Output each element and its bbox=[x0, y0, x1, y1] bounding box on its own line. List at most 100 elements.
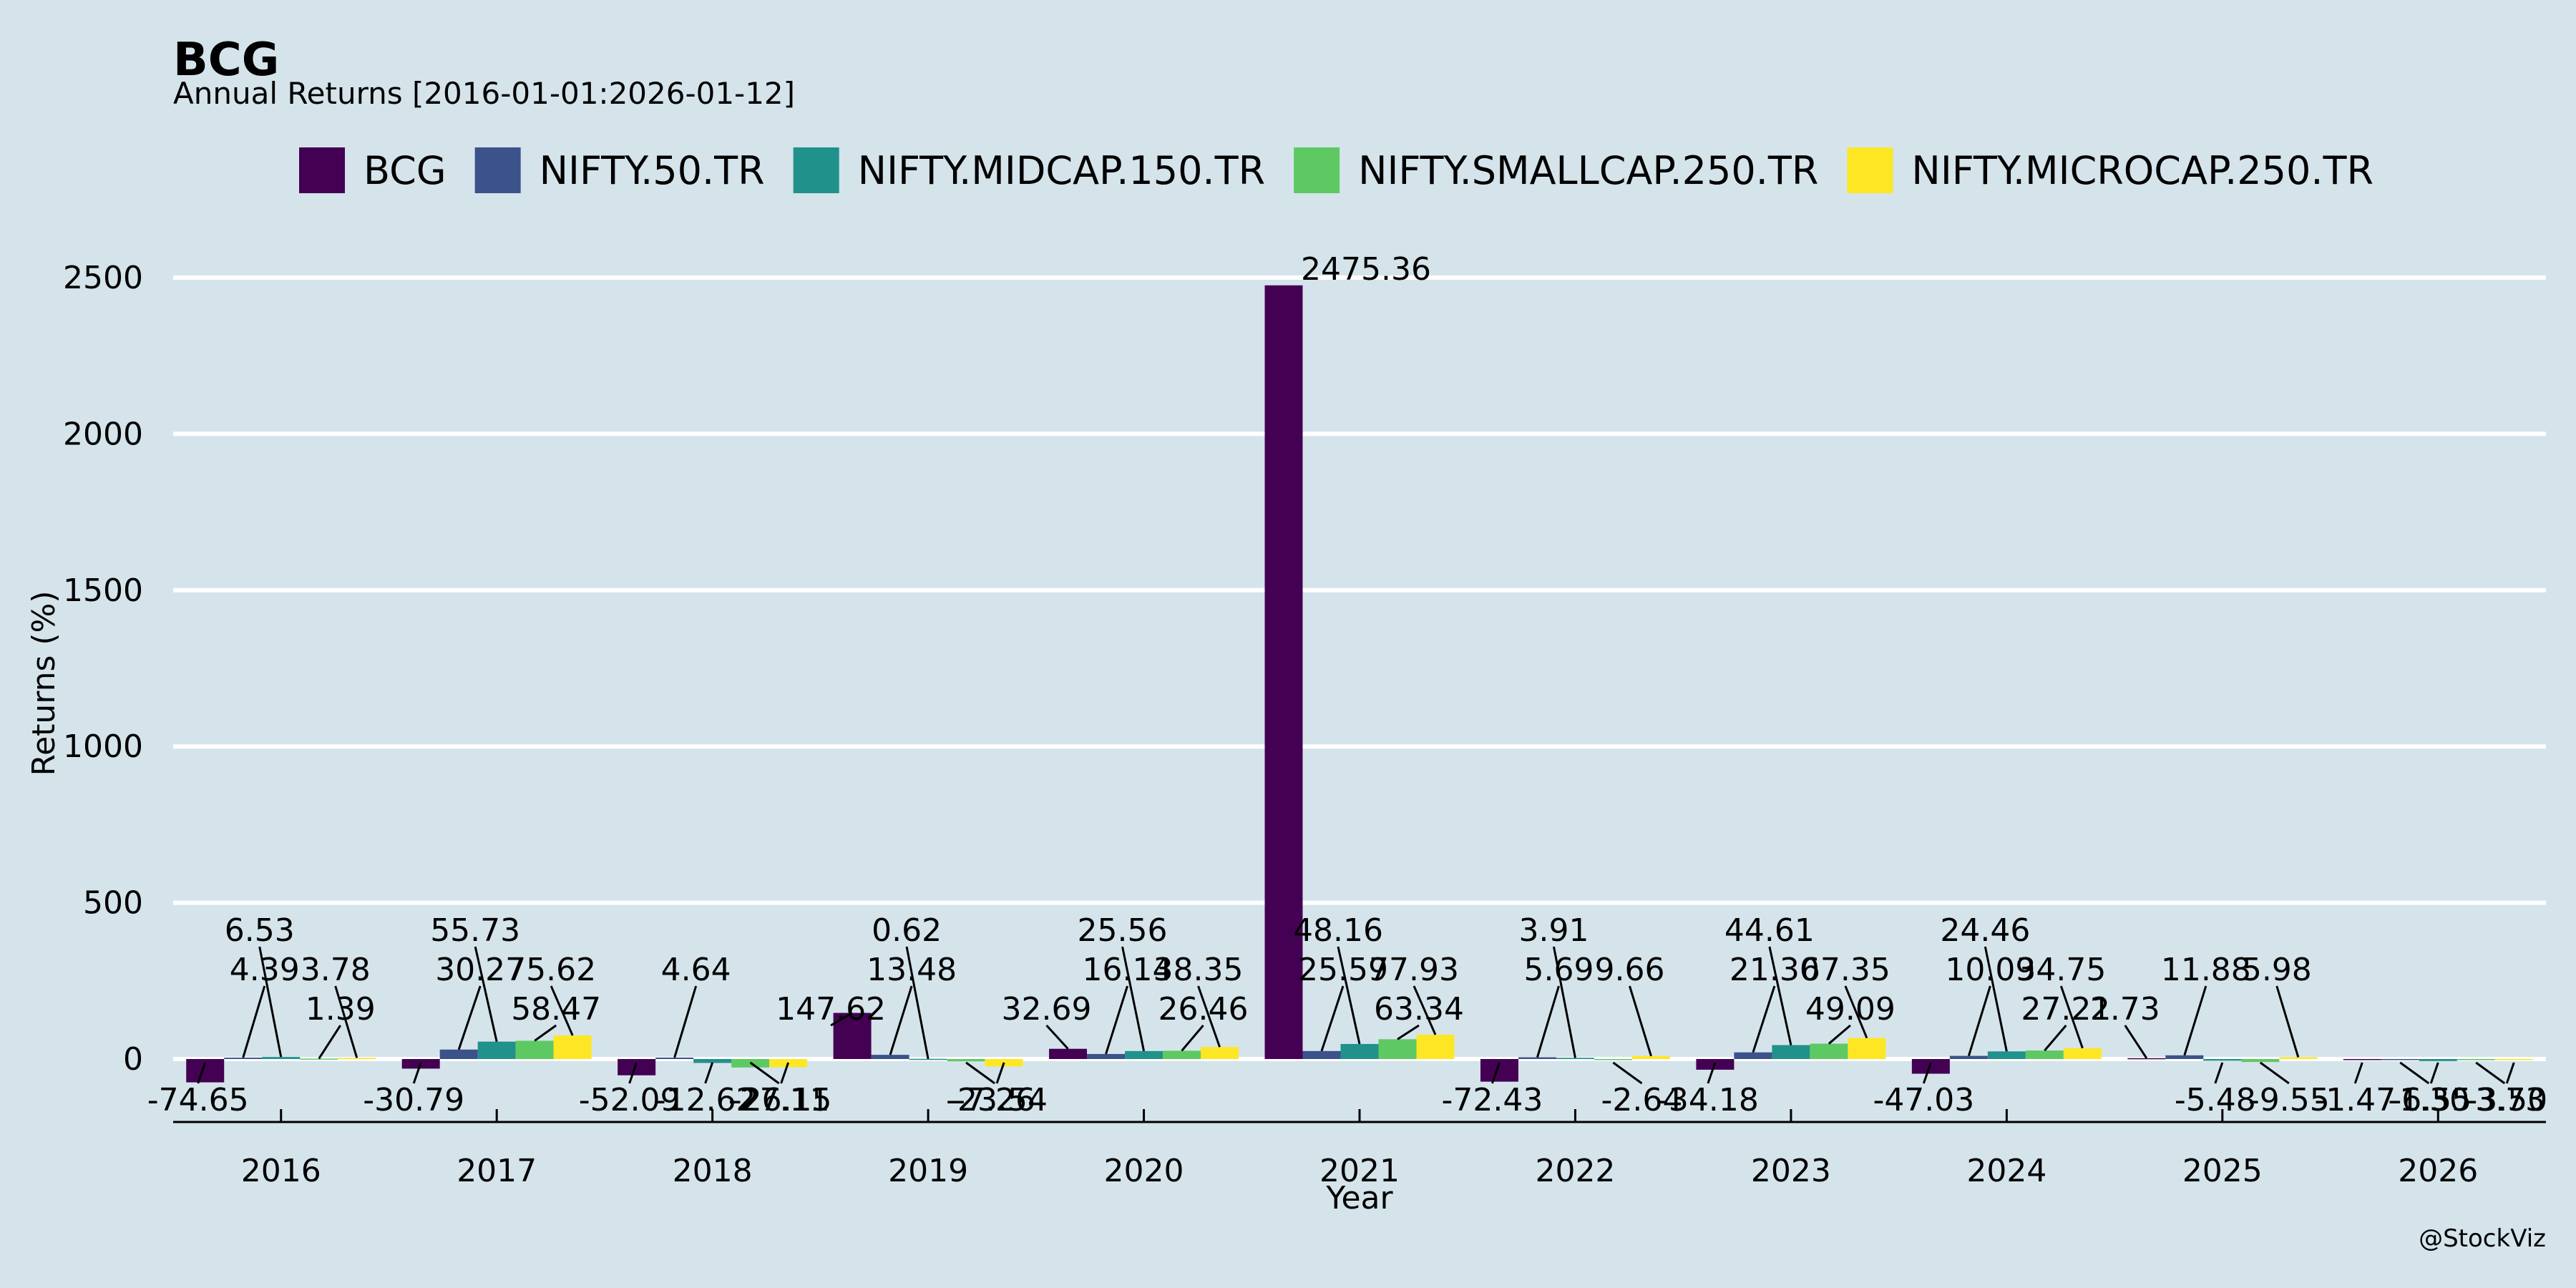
chart-subtitle: Annual Returns [2016-01-01:2026-01-12] bbox=[173, 76, 795, 111]
bars bbox=[186, 285, 2533, 1083]
data-label: 30.27 bbox=[435, 952, 525, 988]
data-label: 26.46 bbox=[1158, 991, 1249, 1028]
data-label: -1.47 bbox=[2314, 1082, 2396, 1118]
data-label: 10.09 bbox=[1945, 952, 2035, 988]
bar bbox=[618, 1059, 656, 1075]
leader-line bbox=[995, 1062, 1005, 1084]
bar bbox=[1302, 1050, 1341, 1059]
y-tick-label: 0 bbox=[123, 1041, 143, 1078]
x-tick-label: 2025 bbox=[2182, 1153, 2263, 1189]
leader-line bbox=[2399, 1061, 2430, 1085]
data-label: 147.62 bbox=[776, 991, 886, 1028]
y-tick-label: 500 bbox=[83, 885, 143, 922]
leader-line bbox=[1181, 1025, 1204, 1052]
bar bbox=[655, 1057, 694, 1059]
bar bbox=[2279, 1057, 2318, 1059]
data-label: -72.43 bbox=[1442, 1082, 1543, 1118]
bar bbox=[300, 1058, 338, 1060]
bar bbox=[1264, 285, 1303, 1060]
data-label: 44.61 bbox=[1724, 912, 1815, 949]
bar bbox=[1911, 1059, 1950, 1074]
legend-label: NIFTY.50.TR bbox=[540, 148, 765, 193]
bar bbox=[2203, 1059, 2242, 1061]
leader-line bbox=[749, 1061, 780, 1085]
data-label: 13.48 bbox=[867, 952, 957, 988]
leader-line bbox=[2183, 985, 2207, 1056]
data-label: 5.69 bbox=[1523, 952, 1594, 988]
bar bbox=[693, 1059, 732, 1063]
data-label: 21.30 bbox=[1729, 952, 1820, 988]
data-label: -3.50 bbox=[2466, 1082, 2547, 1118]
data-label: 75.62 bbox=[506, 952, 596, 988]
bar bbox=[1049, 1048, 1088, 1059]
leader-line bbox=[412, 1062, 422, 1084]
leader-line bbox=[1413, 985, 1437, 1035]
leader-line bbox=[1105, 985, 1128, 1055]
bar bbox=[1125, 1050, 1163, 1059]
credit-text: @StockViz bbox=[2419, 1224, 2546, 1253]
bar bbox=[1340, 1043, 1379, 1059]
y-axis-label: Returns (%) bbox=[26, 590, 62, 776]
bar bbox=[1378, 1039, 1417, 1059]
bar bbox=[2419, 1059, 2457, 1061]
bar bbox=[871, 1055, 909, 1059]
bar bbox=[1987, 1051, 2026, 1059]
x-tick-label: 2020 bbox=[1104, 1153, 1184, 1189]
leader-line bbox=[1397, 1024, 1420, 1040]
bar bbox=[553, 1035, 592, 1059]
leader-line bbox=[1707, 1062, 1717, 1084]
leader-line bbox=[889, 985, 913, 1055]
data-label: -30.79 bbox=[363, 1082, 464, 1118]
leader-line bbox=[474, 946, 498, 1042]
legend-swatch bbox=[1847, 147, 1893, 193]
bar bbox=[224, 1058, 263, 1059]
leader-line bbox=[550, 985, 574, 1036]
bar bbox=[2381, 1059, 2419, 1060]
legend-label: NIFTY.MIDCAP.150.TR bbox=[858, 148, 1265, 193]
data-label: 16.14 bbox=[1083, 952, 1173, 988]
bar bbox=[338, 1058, 376, 1059]
bar bbox=[1594, 1059, 1632, 1060]
y-tick-label: 1500 bbox=[63, 572, 143, 609]
data-label: 34.75 bbox=[2016, 952, 2106, 988]
leader-line bbox=[1491, 1062, 1501, 1084]
leader-line bbox=[2259, 1061, 2290, 1085]
leader-line bbox=[334, 985, 358, 1058]
leader-line bbox=[1197, 985, 1221, 1048]
data-label: 24.46 bbox=[1940, 912, 2030, 949]
bar bbox=[1810, 1043, 1848, 1059]
data-label: -6.55 bbox=[2390, 1082, 2472, 1118]
bar bbox=[2127, 1058, 2166, 1060]
data-label: 0.62 bbox=[872, 912, 942, 949]
data-label: 2.73 bbox=[2090, 991, 2160, 1028]
leader-line bbox=[830, 1012, 853, 1027]
y-axis-ticks: 0 500 1000 1500 2000 2500 bbox=[63, 260, 143, 1078]
leader-line bbox=[2124, 1025, 2148, 1059]
leader-line bbox=[1922, 1062, 1932, 1084]
leader-line bbox=[1536, 985, 1560, 1058]
leader-line bbox=[1752, 985, 1776, 1053]
data-label: -23.54 bbox=[946, 1082, 1048, 1118]
data-label: 32.69 bbox=[1002, 991, 1092, 1028]
leader-line bbox=[1984, 946, 2008, 1052]
data-label: 38.35 bbox=[1153, 952, 1244, 988]
data-label: 63.34 bbox=[1374, 991, 1464, 1028]
data-label: 6.53 bbox=[225, 912, 295, 949]
data-label: -9.55 bbox=[2248, 1082, 2330, 1118]
bar bbox=[2343, 1059, 2381, 1060]
bar bbox=[1416, 1034, 1455, 1059]
data-label: 48.16 bbox=[1293, 912, 1383, 949]
leader-line bbox=[1612, 1061, 1643, 1085]
legend-label: NIFTY.SMALLCAP.250.TR bbox=[1358, 148, 1818, 193]
data-label: 25.56 bbox=[1078, 912, 1168, 949]
leader-line bbox=[1967, 985, 1991, 1057]
legend-swatch bbox=[793, 147, 839, 193]
bar bbox=[1949, 1055, 1988, 1059]
leader-line bbox=[1337, 946, 1361, 1045]
leader-line bbox=[1828, 1024, 1851, 1045]
x-axis-label: Year bbox=[1325, 1180, 1393, 1216]
leader-line bbox=[673, 985, 698, 1058]
chart-title: BCG bbox=[173, 34, 279, 87]
leader-line bbox=[2044, 1025, 2067, 1052]
